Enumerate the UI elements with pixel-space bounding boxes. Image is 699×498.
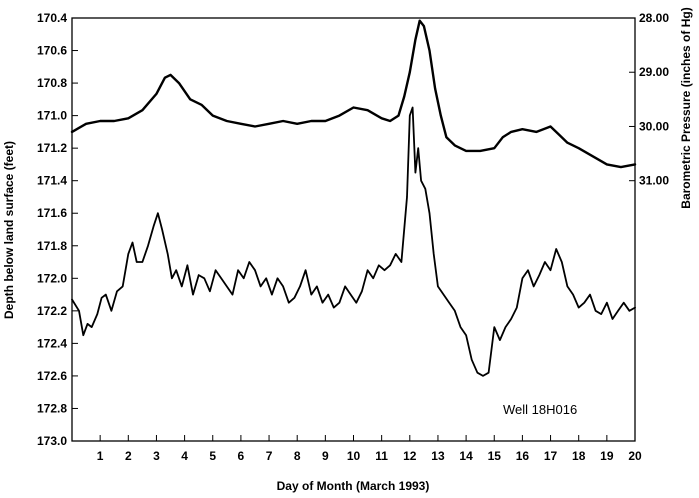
y-left-tick-label: 173.0 bbox=[37, 434, 67, 448]
y-left-tick-label: 170.6 bbox=[37, 44, 67, 58]
x-tick-label: 2 bbox=[125, 449, 132, 463]
x-tick-label: 18 bbox=[572, 449, 586, 463]
y-left-tick-label: 171.4 bbox=[37, 174, 67, 188]
x-tick-label: 10 bbox=[347, 449, 361, 463]
x-tick-label: 8 bbox=[294, 449, 301, 463]
x-tick-label: 3 bbox=[153, 449, 160, 463]
x-tick-label: 1 bbox=[97, 449, 104, 463]
y-left-tick-label: 172.2 bbox=[37, 304, 67, 318]
x-axis-title: Day of Month (March 1993) bbox=[277, 479, 430, 493]
plot-frame bbox=[71, 17, 636, 442]
y-left-tick-label: 170.8 bbox=[37, 76, 67, 90]
y-left-tick-label: 172.6 bbox=[37, 369, 67, 383]
x-tick-label: 15 bbox=[488, 449, 502, 463]
y-left-tick-label: 171.6 bbox=[37, 206, 67, 220]
water-depth-line bbox=[71, 106, 636, 377]
x-tick-label: 11 bbox=[375, 449, 388, 463]
y-right-tick-label: 31.00 bbox=[639, 174, 669, 188]
y-left-tick-label: 171.2 bbox=[37, 141, 67, 155]
ticks-layer: 170.4 170.6 170.8 171.0 171.2 171.4 171.6 171.8… bbox=[37, 11, 669, 463]
x-tick-label: 19 bbox=[600, 449, 614, 463]
y-axis-left-title: Depth below land surface (feet) bbox=[2, 141, 16, 319]
x-tick-label: 9 bbox=[322, 449, 329, 463]
x-tick-label: 7 bbox=[266, 449, 273, 463]
series-layer bbox=[70, 19, 637, 377]
y-right-tick-label: 29.00 bbox=[639, 65, 669, 79]
y-right-tick-label: 30.00 bbox=[639, 119, 669, 133]
y-left-tick-label: 172.0 bbox=[37, 271, 67, 285]
x-tick-label: 4 bbox=[181, 449, 188, 463]
x-tick-label: 12 bbox=[403, 449, 417, 463]
y-left-tick-label: 171.0 bbox=[37, 109, 67, 123]
x-tick-label: 13 bbox=[431, 449, 445, 463]
x-tick-label: 14 bbox=[459, 449, 473, 463]
x-tick-label: 6 bbox=[238, 449, 245, 463]
y-left-tick-label: 172.8 bbox=[37, 401, 67, 415]
y-axis-right-title: Barometric Pressure (inches of Hg) bbox=[679, 7, 693, 208]
y-right-tick-label: 28.00 bbox=[639, 11, 669, 25]
y-left-tick-label: 171.8 bbox=[37, 239, 67, 253]
y-left-tick-label: 172.4 bbox=[37, 336, 67, 350]
x-tick-label: 17 bbox=[544, 449, 558, 463]
barometric-pressure-line bbox=[70, 19, 637, 169]
x-tick-label: 16 bbox=[516, 449, 530, 463]
x-tick-label: 5 bbox=[209, 449, 216, 463]
x-tick-label: 20 bbox=[628, 449, 642, 463]
well-annotation: Well 18H016 bbox=[503, 402, 577, 417]
y-left-tick-label: 170.4 bbox=[37, 11, 67, 25]
